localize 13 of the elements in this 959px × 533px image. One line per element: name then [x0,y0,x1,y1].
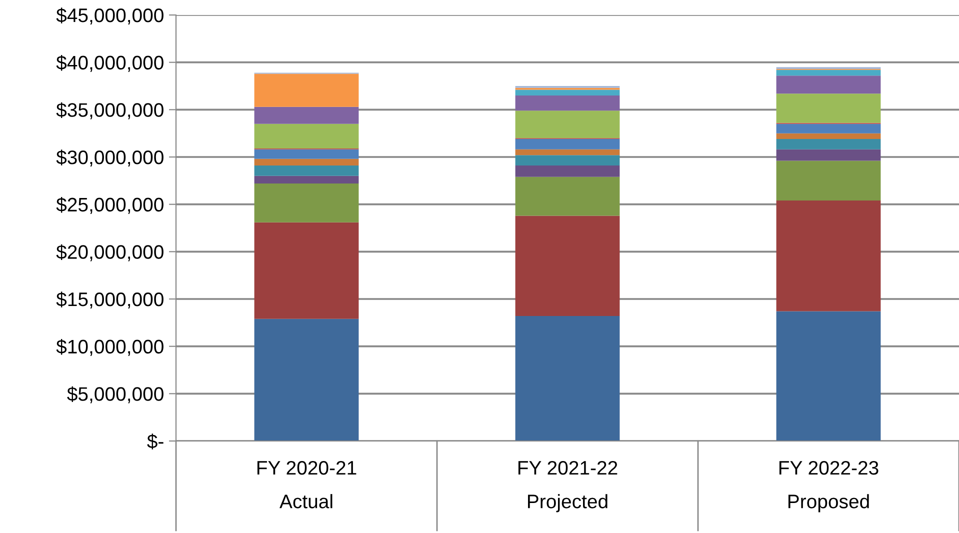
y-tick-label: $5,000,000 [67,386,164,404]
y-tick-label: $35,000,000 [56,102,164,120]
y-tick-label: $10,000,000 [56,338,164,356]
y-tick-label: $- [147,434,164,450]
y-tick-label: $25,000,000 [56,196,164,214]
y-tick-label: $15,000,000 [56,292,164,309]
x-tick-label: FY 2020-21 Actual [257,460,356,508]
y-tick-label: $30,000,000 [56,150,164,167]
y-tick-label: $45,000,000 [56,8,164,25]
y-tick-label: $20,000,000 [56,244,164,262]
x-tick-label: FY 2022-23 Proposed [779,460,878,512]
y-tick-label: $40,000,000 [56,54,164,72]
x-tick-label: FY 2021-22 Projected [518,460,618,512]
